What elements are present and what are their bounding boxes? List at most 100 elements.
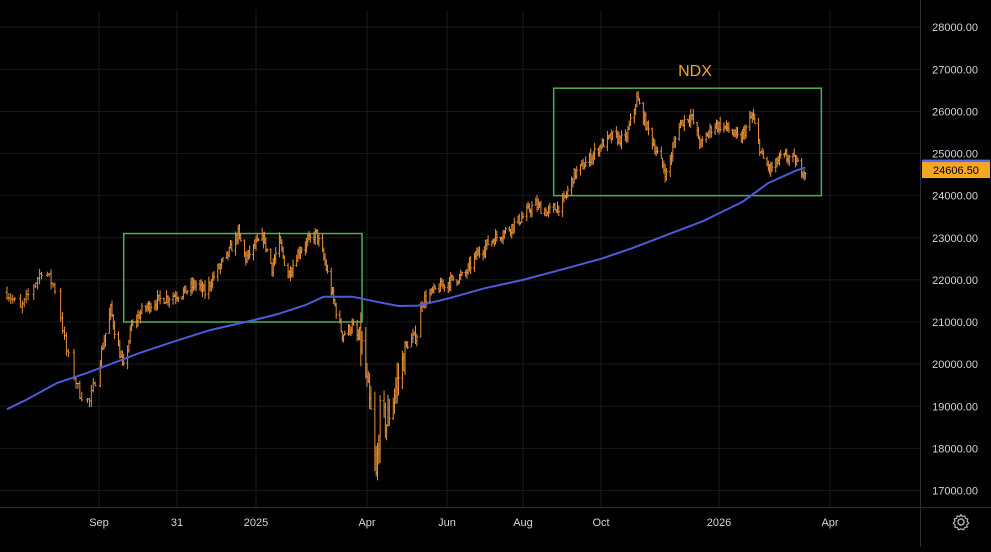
ohlc-bar (334, 302, 338, 319)
ohlc-bar (674, 136, 677, 149)
ohlc-bar (575, 166, 578, 180)
ohlc-bar (131, 319, 134, 327)
y-tick-label: 23000.00 (932, 233, 978, 245)
x-tick-label: Aug (513, 517, 533, 529)
ohlc-bar (300, 246, 303, 254)
ohlc-bar (629, 113, 632, 126)
ohlc-bar (513, 217, 516, 234)
ohlc-bar (665, 168, 668, 181)
x-tick-label: Jun (438, 517, 456, 529)
ohlc-bar (352, 318, 355, 326)
ohlc-bar (710, 125, 713, 138)
settings-gear-icon[interactable] (951, 512, 971, 532)
ohlc-bar (779, 149, 782, 159)
ohlc-bar (326, 264, 329, 274)
ohlc-bar (478, 246, 481, 258)
ohlc-bar (309, 233, 312, 243)
y-tick-label: 28000.00 (932, 22, 978, 34)
range-box (552, 87, 823, 197)
ohlc-bar (701, 136, 704, 148)
y-tick-label: 26000.00 (932, 106, 978, 118)
ohlc-bar (53, 282, 57, 295)
y-tick-label: 21000.00 (932, 317, 978, 329)
x-tick-label: 2025 (244, 517, 268, 529)
ohlc-bar (203, 280, 207, 299)
ohlc-bar (113, 320, 116, 340)
ohlc-bar (719, 116, 722, 133)
price-bars (5, 91, 807, 481)
ohlc-bar (530, 200, 534, 218)
ohlc-bar (593, 142, 596, 160)
ohlc-bar (557, 205, 561, 217)
y-tick-label: 18000.00 (932, 443, 978, 455)
ohlc-bar (504, 226, 507, 235)
y-tick-label: 19000.00 (932, 401, 978, 413)
y-tick-label: 17000.00 (932, 486, 978, 498)
ohlc-bar (433, 285, 437, 290)
chart-title: NDX (678, 63, 712, 80)
x-tick-label: 2026 (707, 517, 731, 529)
ohlc-bar (265, 248, 269, 252)
ohlc-bar (762, 149, 765, 159)
ohlc-bar (406, 341, 409, 350)
ohlc-bar (388, 398, 391, 426)
ohlc-bar (360, 331, 364, 355)
ohlc-bar (378, 395, 382, 463)
ohlc-bar (727, 121, 731, 133)
ohlc-bar (80, 391, 83, 402)
ohlc-bar (397, 363, 400, 396)
ohlc-bar (177, 296, 180, 303)
ohlc-bar (221, 257, 225, 263)
ohlc-bar (602, 138, 605, 148)
y-tick-label: 25000.00 (932, 149, 978, 161)
ohlc-bar (753, 113, 756, 124)
price-last-value-label: 24606.50 (922, 162, 990, 179)
ohlc-bar (486, 235, 490, 246)
ohlc-bar (194, 280, 198, 292)
ohlc-bar (443, 284, 446, 292)
price-last-value-label-text: 24606.50 (933, 165, 979, 177)
ohlc-bar (656, 146, 659, 154)
ohlc-bar (796, 157, 800, 162)
ohlc-bar (40, 271, 43, 280)
ohlc-bar (291, 259, 295, 278)
ohlc-bar (584, 156, 587, 168)
ohlc-bar (736, 127, 739, 138)
ohlc-bar (415, 333, 419, 347)
labels: NDX24665.5324606.50 (678, 63, 990, 179)
ohlc-bar (495, 230, 499, 242)
ohlc-bar (185, 290, 189, 295)
ohlc-bar (611, 131, 614, 140)
ohlc-bar (230, 240, 233, 252)
ohlc-bar (317, 234, 321, 247)
x-tick-label: Sep (89, 517, 109, 529)
ohlc-bar (149, 302, 153, 313)
ohlc-bar (539, 200, 543, 215)
ohlc-bar (770, 161, 774, 172)
y-tick-label: 27000.00 (932, 64, 978, 76)
ohlc-bar (566, 185, 569, 198)
y-tick-label: 20000.00 (932, 359, 978, 371)
ohlc-bar (239, 234, 242, 242)
ohlc-bar (788, 154, 791, 167)
ohlc-bar (460, 271, 464, 277)
x-tick-label: Apr (358, 517, 375, 529)
moving-average-line (6, 166, 806, 411)
x-tick-label: Oct (592, 517, 609, 529)
ohlc-bar (168, 296, 171, 308)
ohlc-bar (521, 212, 525, 219)
ohlc-bar (369, 386, 373, 410)
ohlc-bar (257, 238, 260, 241)
ohlc-bar (469, 255, 472, 275)
ohlc-bar (424, 289, 428, 309)
ohlc-bar (452, 275, 455, 281)
ohlc-bar (343, 330, 346, 336)
ohlc-bar (93, 381, 97, 387)
ohlc-bar (67, 348, 70, 358)
ohlc-bar (158, 290, 162, 305)
grid (0, 10, 920, 507)
